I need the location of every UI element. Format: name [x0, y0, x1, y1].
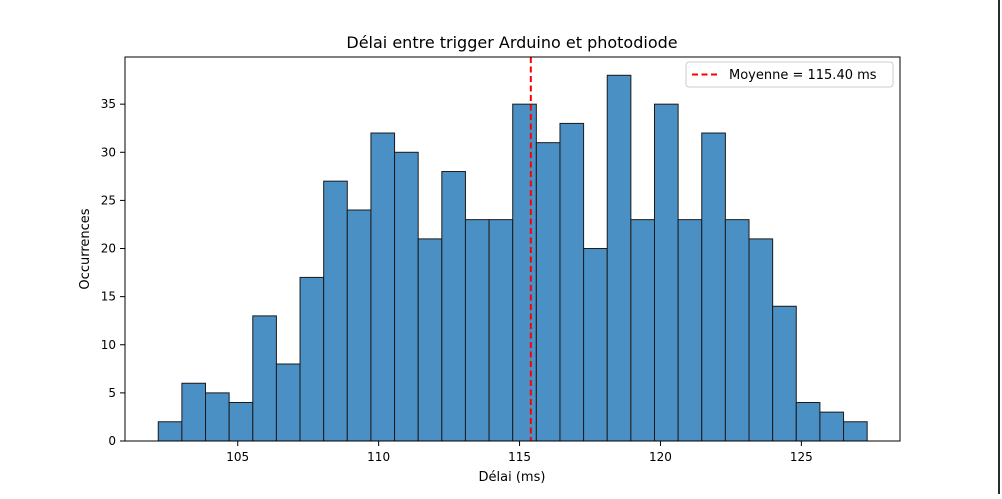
y-tick-label: 0	[108, 434, 116, 448]
histogram-bar	[677, 219, 703, 442]
histogram-bar	[370, 132, 396, 442]
histogram-bar	[394, 151, 419, 442]
histogram-bar	[441, 171, 466, 442]
y-axis-ticks: 0 5 10 15 20 25 30 35	[101, 97, 125, 448]
histogram-bar	[252, 315, 277, 442]
y-tick-label: 30	[101, 145, 116, 159]
x-tick-label: 120	[649, 450, 672, 464]
y-tick-label: 5	[108, 386, 116, 400]
histogram-bar	[819, 411, 845, 442]
histogram-bar	[559, 122, 585, 442]
histogram-bar	[157, 421, 183, 442]
histogram-bar	[181, 382, 207, 442]
histogram-bar	[205, 392, 230, 442]
y-tick-label: 15	[101, 290, 116, 304]
histogram-bar	[630, 219, 655, 442]
x-tick-label: 115	[508, 450, 531, 464]
histogram-bar	[464, 219, 490, 442]
y-axis-label: Occurrences	[78, 208, 93, 289]
histogram-bars	[157, 74, 868, 442]
histogram-bar	[701, 132, 726, 442]
histogram-bar	[417, 238, 443, 442]
x-axis-label: Délai (ms)	[479, 470, 546, 485]
y-tick-label: 35	[101, 97, 116, 111]
histogram-bar	[724, 219, 750, 442]
y-tick-label: 25	[101, 193, 116, 207]
y-tick-label: 10	[101, 338, 116, 352]
histogram-bar	[535, 142, 561, 442]
legend-box	[685, 61, 894, 88]
y-tick-label: 20	[101, 242, 116, 256]
histogram-bar	[748, 238, 774, 442]
histogram-bar	[488, 219, 514, 442]
histogram-bar	[795, 402, 821, 442]
histogram-bar	[228, 402, 254, 442]
histogram-bar	[653, 103, 679, 442]
histogram-bar	[275, 363, 301, 442]
window-edge	[998, 0, 1000, 494]
x-tick-label: 105	[226, 450, 249, 464]
legend-mean-label: Moyenne = 115.40 ms	[729, 68, 877, 83]
histogram-bar	[512, 103, 537, 442]
histogram-bar	[843, 421, 868, 442]
histogram-bar	[606, 74, 632, 442]
histogram-bar	[772, 305, 797, 442]
x-tick-label: 125	[790, 450, 813, 464]
histogram-bar	[346, 209, 372, 442]
x-axis-ticks: 105 110 115 120 125	[226, 441, 813, 464]
histogram-bar	[323, 180, 348, 442]
x-tick-label: 110	[367, 450, 390, 464]
histogram-bar	[583, 248, 608, 442]
histogram-bar	[299, 276, 325, 442]
chart-title: Délai entre trigger Arduino et photodiod…	[346, 33, 677, 52]
legend: Moyenne = 115.40 ms	[685, 61, 894, 88]
